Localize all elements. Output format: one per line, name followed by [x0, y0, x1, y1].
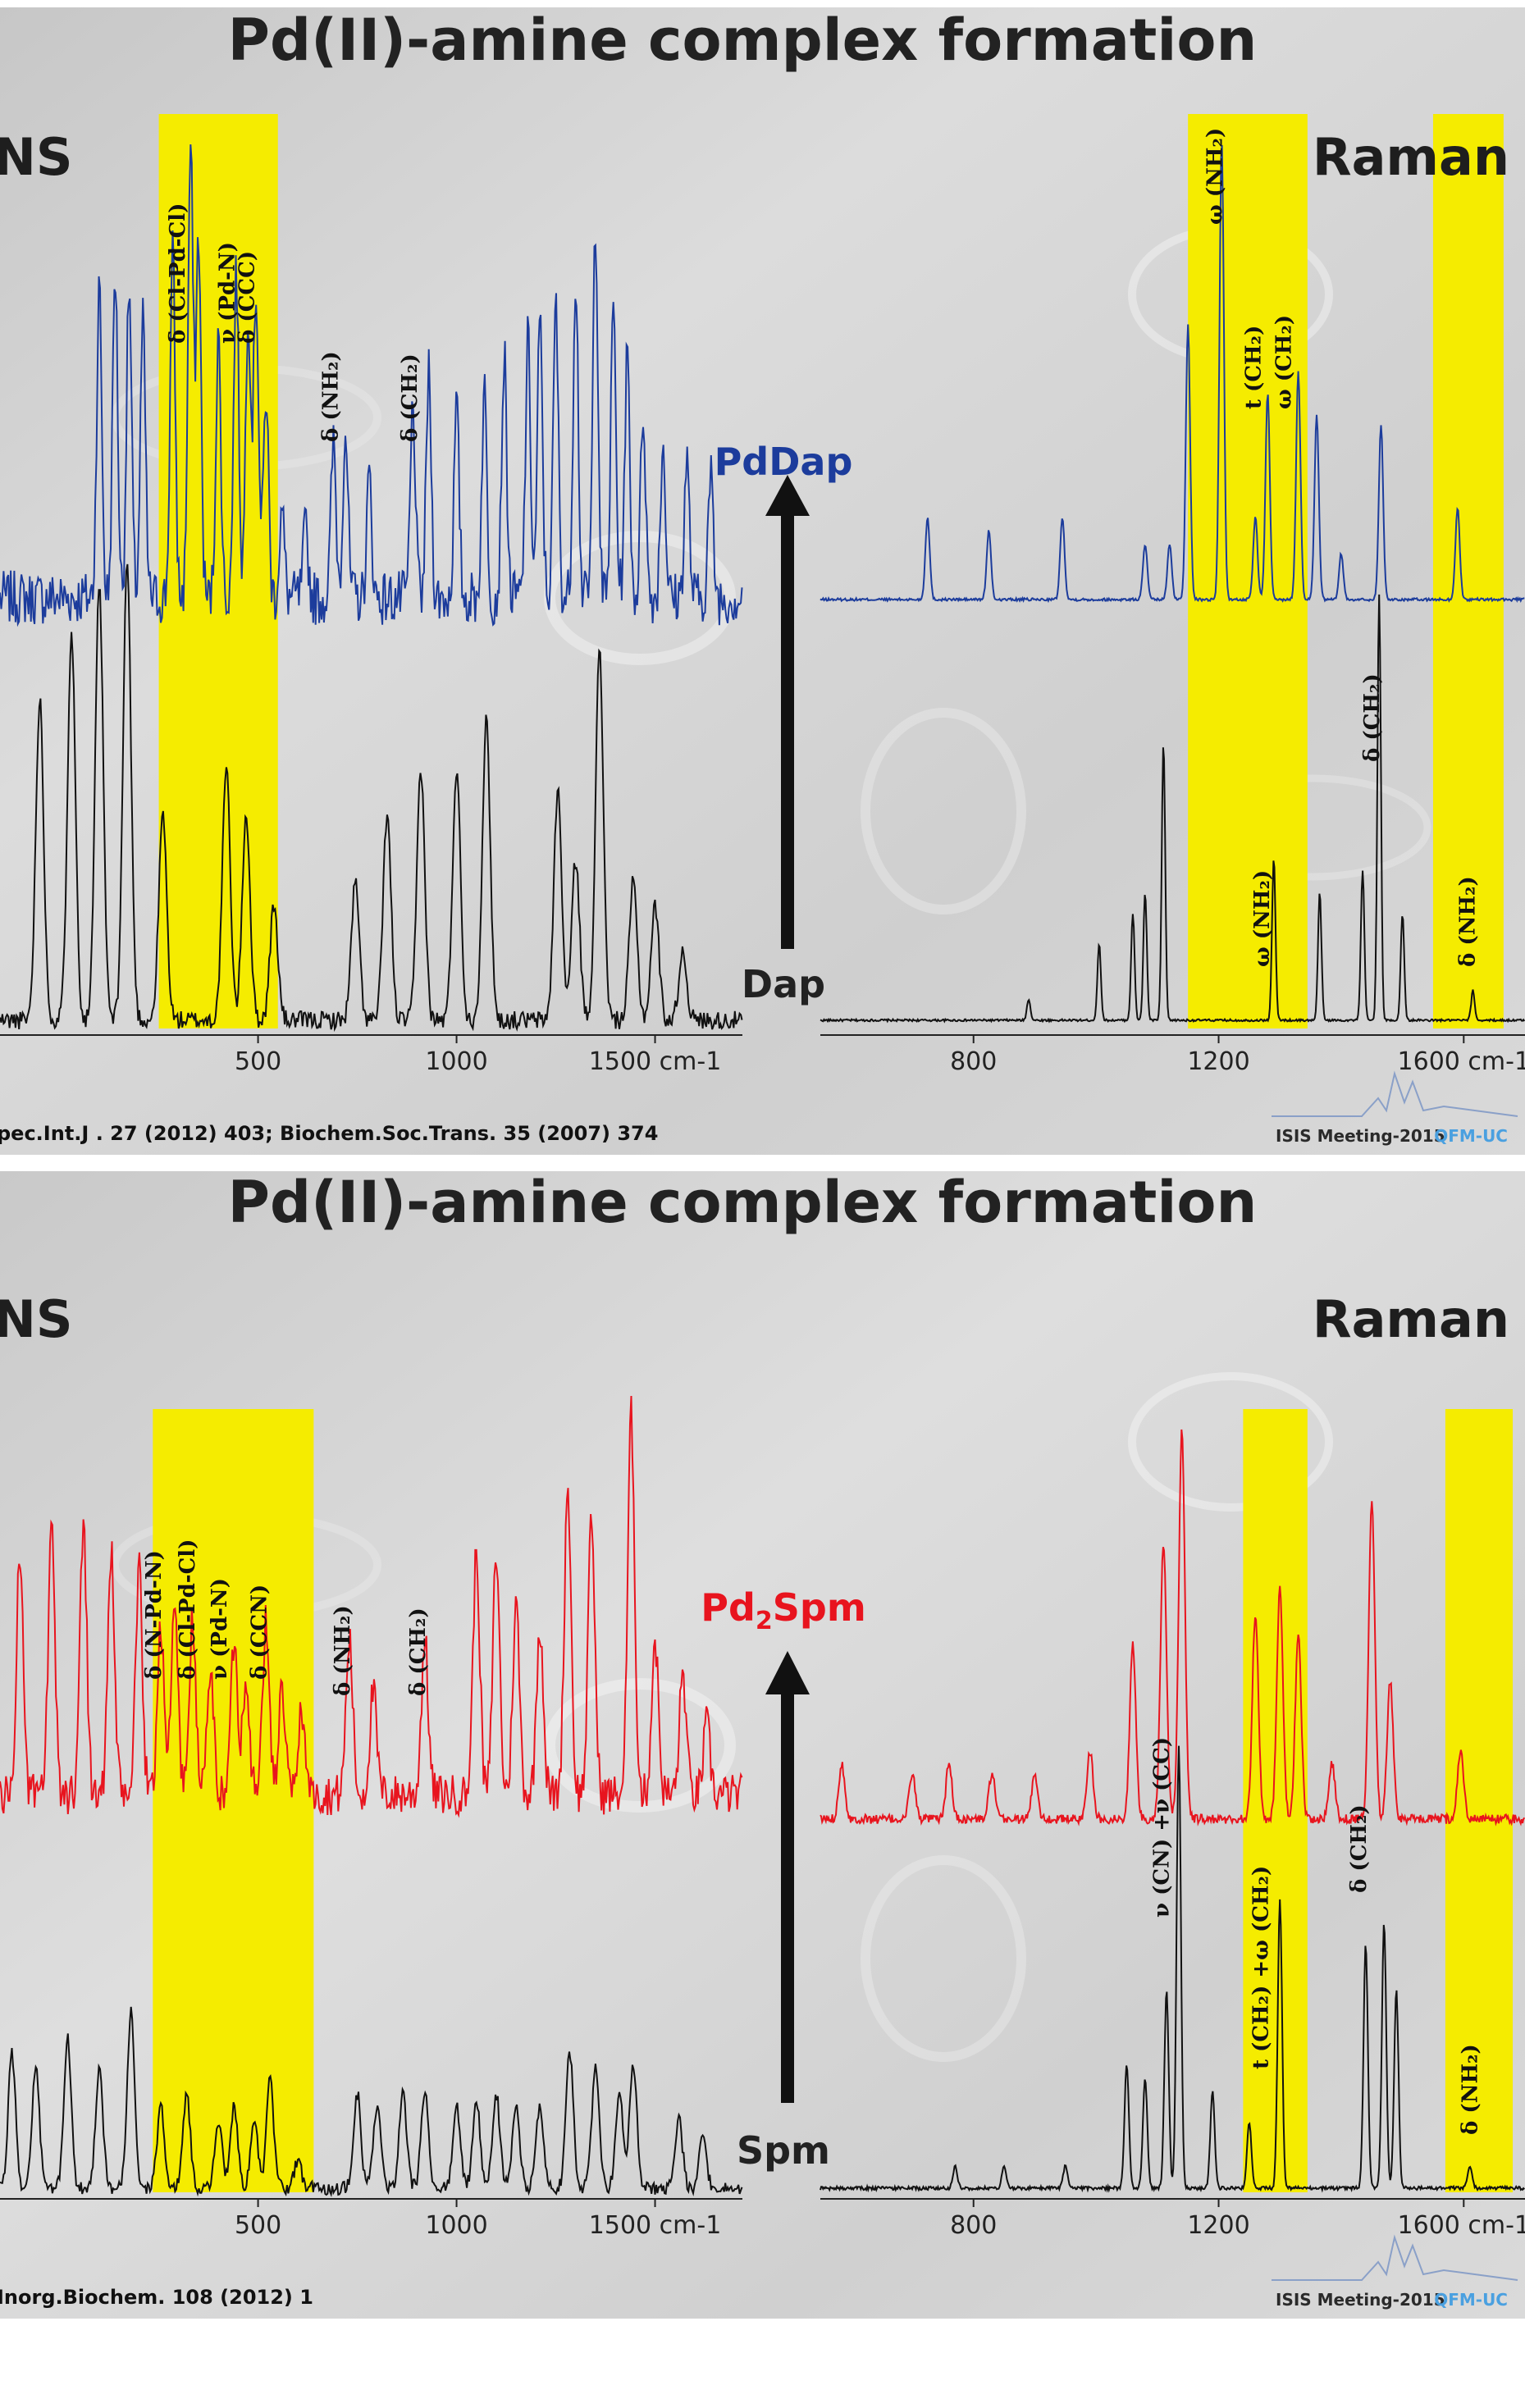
ligand-label: Dap	[742, 962, 825, 1006]
x-axes	[0, 1034, 1525, 1043]
citation: Inorg.Biochem. 108 (2012) 1	[0, 2286, 313, 2309]
ligand-label: Spm	[737, 2128, 830, 2173]
x-tick-label: 500	[235, 1047, 281, 1076]
dap-ins-line	[0, 563, 743, 1033]
band-annotation: ν (CN) +ν (CC)	[1149, 1737, 1174, 1918]
highlight-bands	[153, 1409, 1514, 2192]
slide-pddap: Pd(II)-amine complex formation NS Raman …	[0, 7, 1525, 1155]
highlight-band	[1445, 1409, 1514, 2192]
band-annotations: δ (N-Pd-N) δ (Cl-Pd-Cl) ν (Pd-N) δ (CCN) δ (…	[142, 1539, 1483, 2135]
arrow-shaft	[781, 1693, 794, 2103]
x-tick-labels: 500 1000 1500 cm-1 800 1200 1600 cm-1	[235, 2211, 1525, 2240]
slide-2-canvas: Pd(II)-amine complex formation NS Raman …	[0, 1171, 1525, 2319]
meeting-logo	[1272, 2234, 1518, 2281]
band-annotation: δ (CCC)	[235, 251, 260, 344]
x-tick-label: 500	[235, 2211, 281, 2240]
footer-org: QFM-UC	[1434, 1126, 1508, 1146]
x-tick-label: 1000	[425, 1047, 487, 1076]
footer-meeting: ISIS Meeting-2015	[1276, 2290, 1445, 2310]
band-annotation: δ (NH₂)	[1456, 876, 1481, 967]
spm-ins-line	[0, 2006, 743, 2197]
x-tick-label: 1500 cm-1	[589, 2211, 722, 2240]
complex-label: PdDap	[715, 440, 853, 484]
band-annotation: δ (Cl-Pd-Cl)	[176, 1539, 200, 1680]
band-annotation: ω (NH₂)	[1250, 870, 1275, 967]
x-tick-label: 1200	[1187, 2211, 1249, 2240]
band-annotation: δ (Cl-Pd-Cl)	[166, 203, 190, 344]
footer-meeting: ISIS Meeting-2015	[1276, 1126, 1445, 1146]
meeting-logo	[1272, 1070, 1518, 1117]
pd2spm-raman-line	[820, 1429, 1525, 1827]
x-tick-label: 1500 cm-1	[589, 1047, 722, 1076]
ins-panel-label: NS	[0, 1289, 73, 1349]
band-annotation: δ (CCN)	[247, 1585, 272, 1680]
highlight-band	[1432, 114, 1504, 1028]
x-axes	[0, 2198, 1525, 2207]
pddap-raman-line	[820, 144, 1525, 604]
arrow-shaft	[781, 514, 794, 949]
slide-title: Pd(II)-amine complex formation	[228, 1171, 1258, 1236]
ins-panel-label: NS	[0, 127, 73, 187]
pd2spm-ins-line	[0, 1395, 743, 1818]
highlight-band	[153, 1409, 314, 2192]
slide-pd2spm: Pd(II)-amine complex formation NS Raman …	[0, 1171, 1525, 2319]
citation: pec.Int.J . 27 (2012) 403; Biochem.Soc.T…	[0, 1122, 658, 1145]
highlight-band	[1188, 114, 1308, 1028]
complex-label: Pd2Spm	[701, 1585, 866, 1635]
band-annotation: t (CH₂)	[1241, 326, 1266, 409]
raman-panel-label: Raman	[1313, 1289, 1509, 1349]
pddap-ins-line	[0, 144, 743, 627]
x-tick-label: 800	[950, 1047, 997, 1076]
x-tick-label: 1600 cm-1	[1398, 1047, 1525, 1076]
band-annotation: ν (Pd-N)	[208, 1578, 232, 1680]
band-annotation: δ (N-Pd-N)	[142, 1550, 167, 1680]
arrow-head	[765, 475, 810, 516]
band-annotation: ν (Pd-N)	[216, 242, 240, 344]
spectra-lines	[0, 1395, 1525, 2197]
raman-panel-label: Raman	[1313, 127, 1509, 187]
slide-1-canvas: Pd(II)-amine complex formation NS Raman …	[0, 7, 1525, 1155]
band-annotation: δ (NH₂)	[318, 351, 343, 442]
x-tick-label: 1200	[1187, 1047, 1249, 1076]
band-annotation: δ (CH₂)	[1360, 673, 1385, 762]
band-annotation: δ (NH₂)	[331, 1605, 355, 1696]
band-annotation: t (CH₂) +ω (CH₂)	[1249, 1866, 1273, 2069]
spm-raman-line	[820, 1745, 1525, 2193]
x-tick-label: 1600 cm-1	[1398, 2211, 1525, 2240]
band-annotation: δ (NH₂)	[1459, 2044, 1483, 2135]
band-annotation: δ (CH₂)	[406, 1608, 431, 1696]
x-tick-labels: 500 1000 1500 cm-1 800 1200 1600 cm-1	[235, 1047, 1525, 1076]
band-annotation: ω (CH₂)	[1272, 315, 1297, 409]
footer-org: QFM-UC	[1434, 2290, 1508, 2310]
band-annotation: ω (NH₂)	[1203, 128, 1227, 225]
slide-title: Pd(II)-amine complex formation	[228, 7, 1258, 74]
band-annotation: δ (CH₂)	[1347, 1804, 1372, 1893]
x-tick-label: 800	[950, 2211, 997, 2240]
arrow-head	[765, 1651, 810, 1694]
dap-raman-line	[820, 594, 1525, 1024]
highlight-band	[1243, 1409, 1308, 2192]
x-tick-label: 1000	[425, 2211, 487, 2240]
spectra-lines	[0, 144, 1525, 1033]
band-annotation: δ (CH₂)	[398, 353, 422, 442]
band-annotations: δ (Cl-Pd-Cl) ν (Pd-N)δ (CCC) δ (NH₂) δ (CH₂…	[166, 128, 1481, 967]
